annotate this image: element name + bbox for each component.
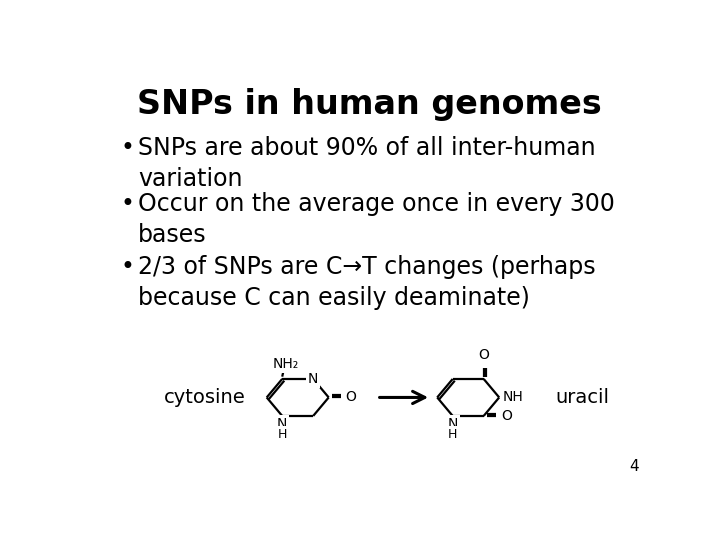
Text: •: • xyxy=(121,255,135,279)
Text: 4: 4 xyxy=(629,460,639,475)
Text: H: H xyxy=(448,428,457,441)
Text: N: N xyxy=(277,417,287,431)
Text: uracil: uracil xyxy=(555,388,609,407)
Text: cytosine: cytosine xyxy=(163,388,246,407)
Text: NH₂: NH₂ xyxy=(272,356,298,370)
Text: N: N xyxy=(448,417,458,431)
Text: SNPs are about 90% of all inter-human
variation: SNPs are about 90% of all inter-human va… xyxy=(138,137,595,191)
Text: SNPs in human genomes: SNPs in human genomes xyxy=(137,88,601,121)
Text: Occur on the average once in every 300
bases: Occur on the average once in every 300 b… xyxy=(138,192,615,246)
Text: O: O xyxy=(500,409,512,423)
Text: O: O xyxy=(346,390,356,404)
Text: H: H xyxy=(277,428,287,441)
Text: •: • xyxy=(121,192,135,216)
Text: O: O xyxy=(478,348,489,362)
Text: •: • xyxy=(121,137,135,160)
Text: N: N xyxy=(308,372,318,386)
Text: NH: NH xyxy=(503,390,523,404)
Text: 2/3 of SNPs are C→T changes (perhaps
because C can easily deaminate): 2/3 of SNPs are C→T changes (perhaps bec… xyxy=(138,255,595,309)
